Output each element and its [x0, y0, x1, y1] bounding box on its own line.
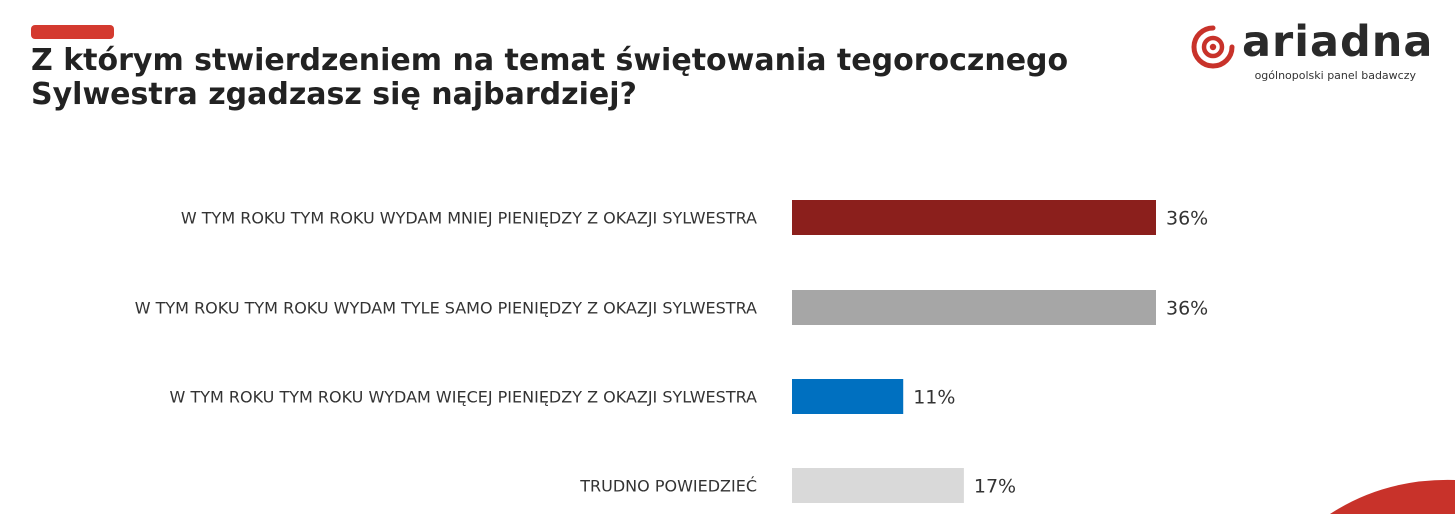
- bar: [792, 200, 1156, 235]
- category-label: W TYM ROKU TYM ROKU WYDAM MNIEJ PIENIĘDZ…: [181, 209, 757, 228]
- accent-bar: [31, 25, 114, 39]
- bar: [792, 379, 904, 414]
- value-label: 36%: [1166, 298, 1208, 320]
- category-label: TRUDNO POWIEDZIEĆ: [579, 477, 757, 496]
- ariadna-logo: ariadna ogólnopolski panel badawczy: [1190, 18, 1432, 84]
- category-label: W TYM ROKU TYM ROKU WYDAM WIĘCEJ PIENIĘD…: [170, 388, 758, 407]
- logo-wordmark: ariadna: [1242, 17, 1434, 67]
- value-label: 11%: [913, 387, 955, 409]
- title-line-2: Sylwestra zgadzasz się najbardziej?: [31, 77, 637, 112]
- title-line-1: Z którym stwierdzeniem na temat świętowa…: [31, 43, 1069, 78]
- corner-decoration: [1330, 479, 1455, 514]
- logo-tagline: ogólnopolski panel badawczy: [1254, 69, 1416, 82]
- category-label: W TYM ROKU TYM ROKU WYDAM TYLE SAMO PIEN…: [135, 299, 757, 318]
- bar: [792, 468, 964, 503]
- page-title: Z którym stwierdzeniem na temat świętowa…: [31, 44, 1111, 112]
- value-label: 36%: [1166, 208, 1208, 230]
- ariadna-spiral-logo-icon: [1191, 25, 1235, 69]
- bar: [792, 290, 1156, 325]
- value-label: 17%: [974, 476, 1016, 498]
